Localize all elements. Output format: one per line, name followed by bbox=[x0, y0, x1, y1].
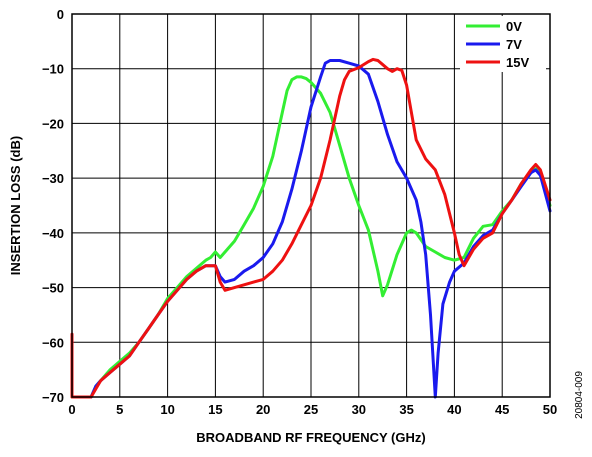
x-tick-label: 5 bbox=[116, 402, 123, 417]
figure-id: 20804-009 bbox=[574, 371, 585, 419]
series-line-15v bbox=[70, 57, 552, 399]
legend-label: 15V bbox=[506, 55, 529, 70]
x-tick-label: 20 bbox=[256, 402, 270, 417]
y-tick-label: −60 bbox=[42, 335, 64, 350]
x-tick-label: 25 bbox=[304, 402, 318, 417]
legend-label: 7V bbox=[506, 37, 522, 52]
y-tick-label: −20 bbox=[42, 116, 64, 131]
y-tick-label: −30 bbox=[42, 171, 64, 186]
legend-label: 0V bbox=[506, 19, 522, 34]
y-tick-label: −70 bbox=[42, 390, 64, 405]
x-tick-label: 10 bbox=[160, 402, 174, 417]
x-axis-title: BROADBAND RF FREQUENCY (GHz) bbox=[196, 430, 425, 445]
x-tick-label: 45 bbox=[495, 402, 509, 417]
legend: 0V 7V 15V bbox=[460, 16, 546, 72]
x-tick-label: 15 bbox=[208, 402, 222, 417]
x-tick-label: 35 bbox=[399, 402, 413, 417]
y-tick-label: −10 bbox=[42, 62, 64, 77]
y-tick-label: 0 bbox=[57, 7, 64, 22]
x-tick-label: 40 bbox=[447, 402, 461, 417]
series-lines bbox=[70, 57, 552, 399]
y-tick-label: −50 bbox=[42, 281, 64, 296]
y-tick-label: −40 bbox=[42, 226, 64, 241]
tick-labels: 0 5 10 15 20 25 30 35 40 45 50 0 −10 −20 −30 −40 −50 −60 −… bbox=[42, 7, 557, 417]
x-tick-label: 50 bbox=[543, 402, 557, 417]
x-tick-label: 0 bbox=[68, 402, 75, 417]
y-axis-title: INSERTION LOSS (dB) bbox=[8, 136, 23, 275]
x-tick-label: 30 bbox=[352, 402, 366, 417]
plot-frame bbox=[71, 13, 551, 398]
